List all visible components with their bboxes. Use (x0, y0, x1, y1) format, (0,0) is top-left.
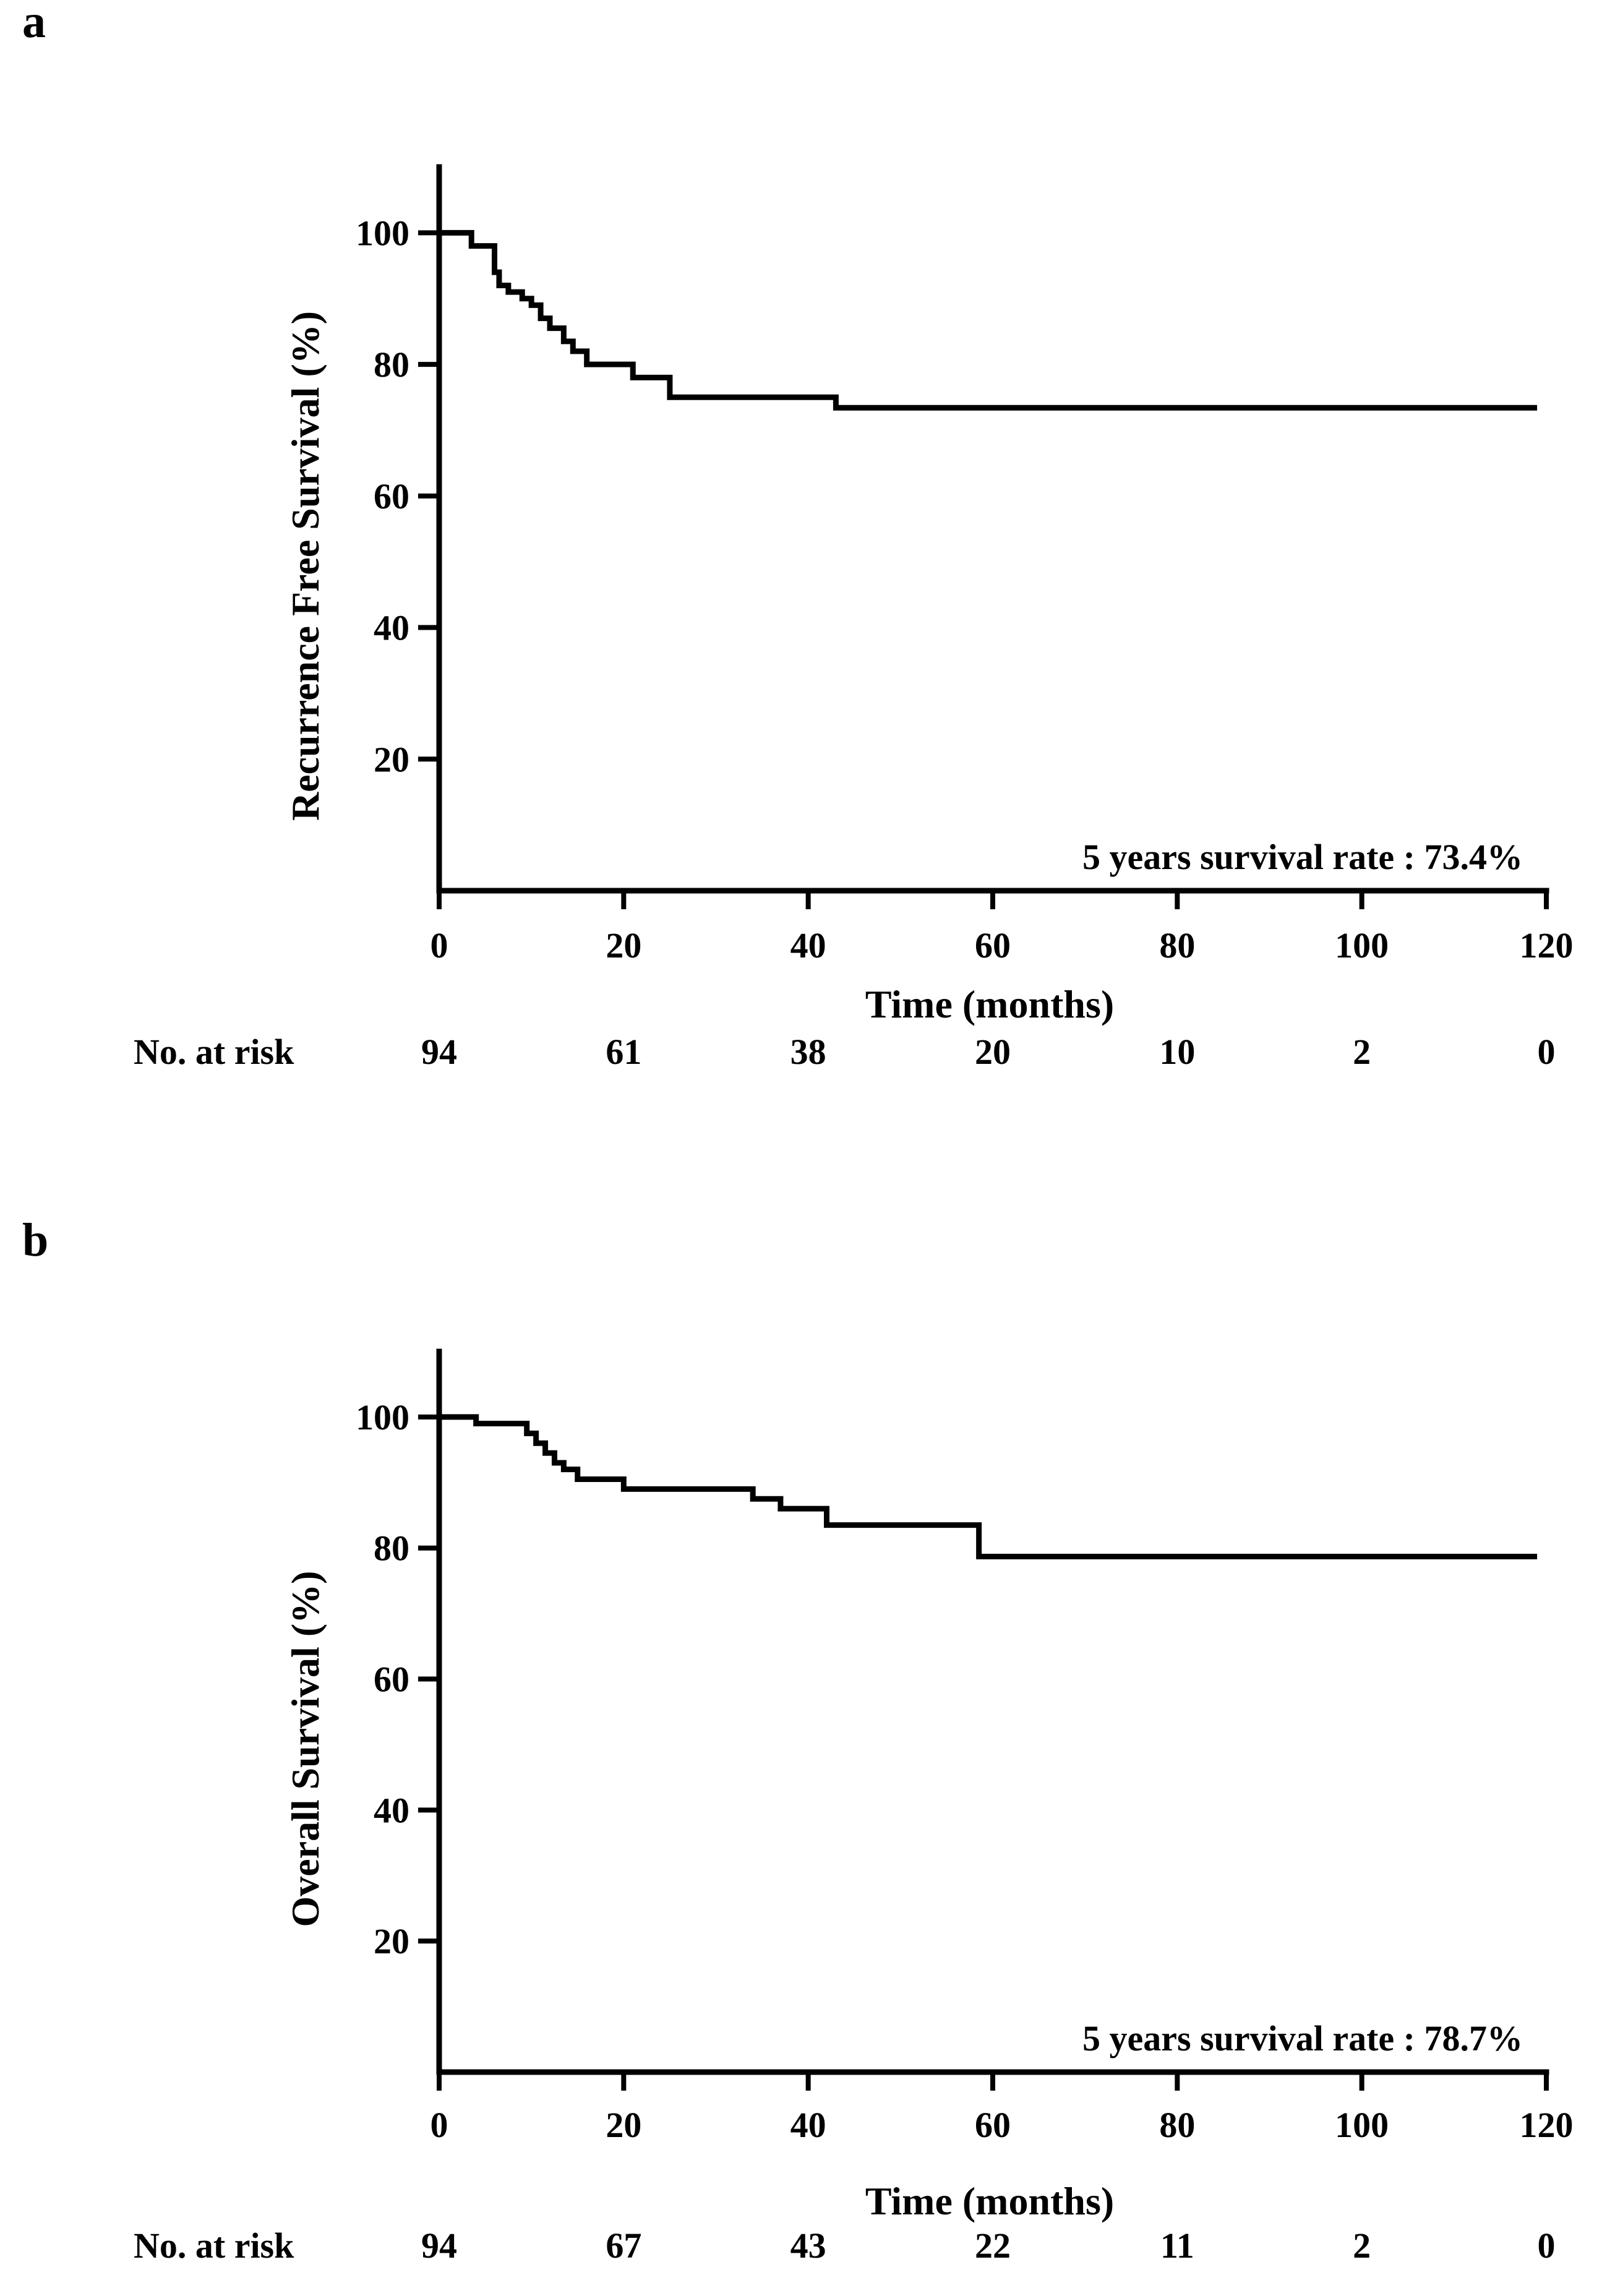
risk-table-value: 0 (1538, 1032, 1556, 1072)
y-tick-label: 60 (374, 476, 409, 516)
risk-table-value: 0 (1538, 2225, 1556, 2266)
risk-table-value: 61 (606, 1032, 641, 1072)
risk-table-value: 11 (1160, 2225, 1194, 2266)
x-tick-label: 0 (430, 2105, 448, 2145)
x-tick-label: 100 (1335, 2105, 1389, 2145)
y-tick-label: 100 (356, 213, 409, 253)
y-tick-label: 20 (374, 739, 409, 779)
risk-table-value: 67 (606, 2225, 641, 2266)
survival-rate-annotation: 5 years survival rate : 78.7% (1082, 2018, 1523, 2058)
x-tick-label: 100 (1335, 925, 1389, 966)
x-tick-label: 120 (1520, 925, 1574, 966)
risk-table-value: 22 (975, 2225, 1011, 2266)
panel-label: b (22, 1214, 48, 1266)
risk-table-value: 38 (790, 1032, 826, 1072)
survival-rate-annotation: 5 years survival rate : 73.4% (1082, 837, 1523, 877)
panel-label: a (22, 0, 46, 48)
x-tick-label: 40 (790, 2105, 826, 2145)
risk-table-value: 94 (421, 1032, 457, 1072)
y-tick-label: 100 (356, 1397, 409, 1437)
x-tick-label: 60 (975, 925, 1011, 966)
x-tick-label: 80 (1159, 925, 1195, 966)
y-tick-label: 40 (374, 1790, 409, 1830)
x-tick-label: 20 (606, 2105, 641, 2145)
y-axis-title: Overall Survival (%) (283, 1571, 327, 1927)
risk-table-value: 2 (1353, 2225, 1371, 2266)
x-tick-label: 80 (1159, 2105, 1195, 2145)
y-axis-title: Recurrence Free Survival (%) (283, 311, 327, 821)
x-tick-label: 0 (430, 925, 448, 966)
y-tick-label: 20 (374, 1921, 409, 1961)
y-tick-label: 60 (374, 1660, 409, 1700)
risk-table-value: 94 (421, 2225, 457, 2266)
risk-table-value: 20 (975, 1032, 1011, 1072)
risk-table-value: 10 (1159, 1032, 1195, 1072)
risk-table-value: 43 (790, 2225, 826, 2266)
y-tick-label: 40 (374, 608, 409, 648)
survival-curve (439, 229, 1538, 411)
x-tick-label: 60 (975, 2105, 1011, 2145)
survival-curve (439, 1414, 1538, 1559)
panel-b: b Overall Survival (%) Time (months) 5 y… (22, 1214, 1574, 2266)
panel-a: a Recurrence Free Survival (%) Time (mon… (22, 0, 1574, 1072)
risk-table-label: No. at risk (134, 2225, 294, 2266)
risk-table-value: 2 (1353, 1032, 1371, 1072)
x-tick-label: 20 (606, 925, 641, 966)
y-tick-label: 80 (374, 345, 409, 385)
y-tick-label: 80 (374, 1528, 409, 1569)
risk-table-label: No. at risk (134, 1032, 294, 1072)
x-tick-label: 120 (1520, 2105, 1574, 2145)
x-tick-label: 40 (790, 925, 826, 966)
x-axis-title: Time (months) (865, 982, 1114, 1026)
x-axis-title: Time (months) (865, 2179, 1114, 2223)
